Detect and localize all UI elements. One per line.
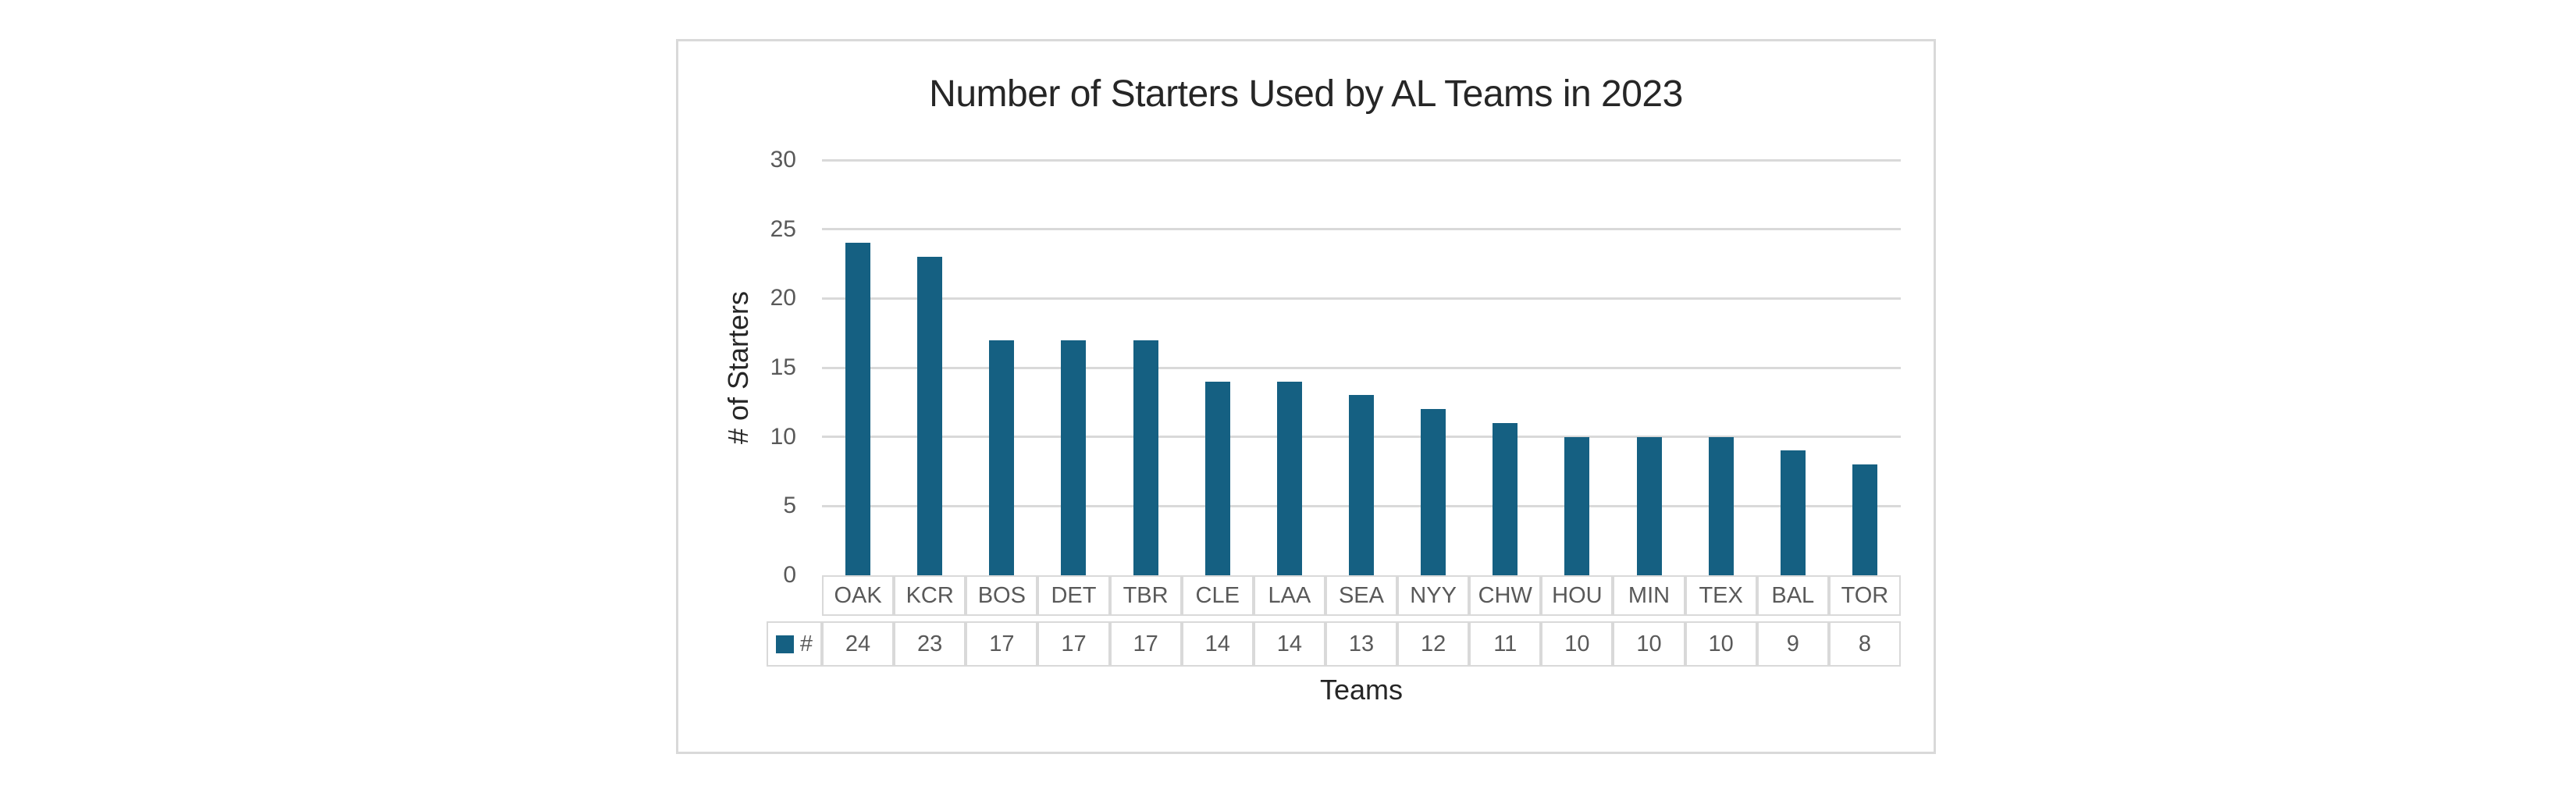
legend-series-label: # bbox=[799, 631, 813, 656]
y-tick-label-25: 25 bbox=[770, 215, 796, 242]
y-tick-label-10: 10 bbox=[770, 423, 796, 450]
value-cell-MIN: 10 bbox=[1613, 621, 1685, 667]
bar-MIN[interactable] bbox=[1636, 436, 1662, 575]
value-cell-NYY: 12 bbox=[1397, 621, 1470, 667]
team-cell-DET: DET bbox=[1037, 575, 1110, 616]
y-tick-label-20: 20 bbox=[770, 285, 796, 311]
value-cell-TEX: 10 bbox=[1685, 621, 1757, 667]
value-cell-OAK: 24 bbox=[822, 621, 895, 667]
bar-DET[interactable] bbox=[1061, 340, 1087, 575]
team-cell-CLE: CLE bbox=[1181, 575, 1254, 616]
value-cell-BOS: 17 bbox=[966, 621, 1038, 667]
bar-BOS[interactable] bbox=[989, 340, 1015, 575]
y-tick-label-5: 5 bbox=[783, 493, 796, 519]
value-cell-LAA: 14 bbox=[1253, 621, 1325, 667]
y-tick-label-0: 0 bbox=[783, 562, 796, 588]
y-tick-label-15: 15 bbox=[770, 354, 796, 380]
plot-area bbox=[822, 158, 1901, 575]
value-cell-TBR: 17 bbox=[1109, 621, 1182, 667]
bar-TEX[interactable] bbox=[1708, 436, 1734, 575]
bar-CLE[interactable] bbox=[1204, 381, 1230, 575]
team-cell-CHW: CHW bbox=[1469, 575, 1542, 616]
team-cell-MIN: MIN bbox=[1613, 575, 1685, 616]
value-cell-DET: 17 bbox=[1037, 621, 1110, 667]
y-axis-tick-labels: 0 5 10 15 20 25 30 bbox=[678, 147, 796, 588]
legend-series-marker bbox=[775, 635, 794, 653]
gridline-y25 bbox=[822, 228, 1901, 231]
bar-OAK[interactable] bbox=[845, 243, 871, 575]
bar-SEA[interactable] bbox=[1349, 395, 1374, 575]
team-cell-TOR: TOR bbox=[1828, 575, 1901, 616]
bar-TOR[interactable] bbox=[1852, 464, 1877, 575]
team-cell-BAL: BAL bbox=[1756, 575, 1829, 616]
gridline-y20 bbox=[822, 297, 1901, 300]
bar-HOU[interactable] bbox=[1564, 436, 1590, 575]
team-cell-HOU: HOU bbox=[1541, 575, 1614, 616]
data-table-value-row: # 24 23 17 17 17 14 14 13 12 11 10 10 10 9 8 bbox=[767, 621, 1901, 667]
y-tick-label-30: 30 bbox=[770, 147, 796, 173]
value-cell-CLE: 14 bbox=[1181, 621, 1254, 667]
chart-title: Number of Starters Used by AL Teams in 2… bbox=[929, 73, 1683, 115]
value-cell-TOR: 8 bbox=[1828, 621, 1901, 667]
team-cell-OAK: OAK bbox=[822, 575, 895, 616]
value-cell-BAL: 9 bbox=[1756, 621, 1829, 667]
gridline-y30 bbox=[822, 158, 1901, 162]
team-cell-SEA: SEA bbox=[1325, 575, 1398, 616]
value-cell-SEA: 13 bbox=[1325, 621, 1398, 667]
data-table-category-row: OAK KCR BOS DET TBR CLE LAA SEA NYY CHW HOU MIN TEX B… bbox=[822, 575, 1901, 616]
bar-KCR[interactable] bbox=[917, 257, 943, 575]
team-cell-TEX: TEX bbox=[1685, 575, 1757, 616]
value-cell-CHW: 11 bbox=[1469, 621, 1542, 667]
gridline-y15 bbox=[822, 366, 1901, 369]
bar-NYY[interactable] bbox=[1421, 409, 1446, 575]
bar-TBR[interactable] bbox=[1133, 340, 1158, 575]
chart-container[interactable]: Number of Starters Used by AL Teams in 2… bbox=[676, 39, 1936, 754]
bar-CHW[interactable] bbox=[1493, 422, 1518, 575]
x-axis-title: Teams bbox=[1319, 674, 1404, 706]
team-cell-TBR: TBR bbox=[1109, 575, 1182, 616]
team-cell-NYY: NYY bbox=[1397, 575, 1470, 616]
team-cell-KCR: KCR bbox=[894, 575, 966, 616]
value-cell-HOU: 10 bbox=[1541, 621, 1614, 667]
team-cell-BOS: BOS bbox=[966, 575, 1038, 616]
bar-LAA[interactable] bbox=[1276, 381, 1302, 575]
legend-cell: # bbox=[767, 621, 822, 667]
bar-BAL[interactable] bbox=[1780, 450, 1806, 575]
value-cell-KCR: 23 bbox=[894, 621, 966, 667]
team-cell-LAA: LAA bbox=[1253, 575, 1325, 616]
